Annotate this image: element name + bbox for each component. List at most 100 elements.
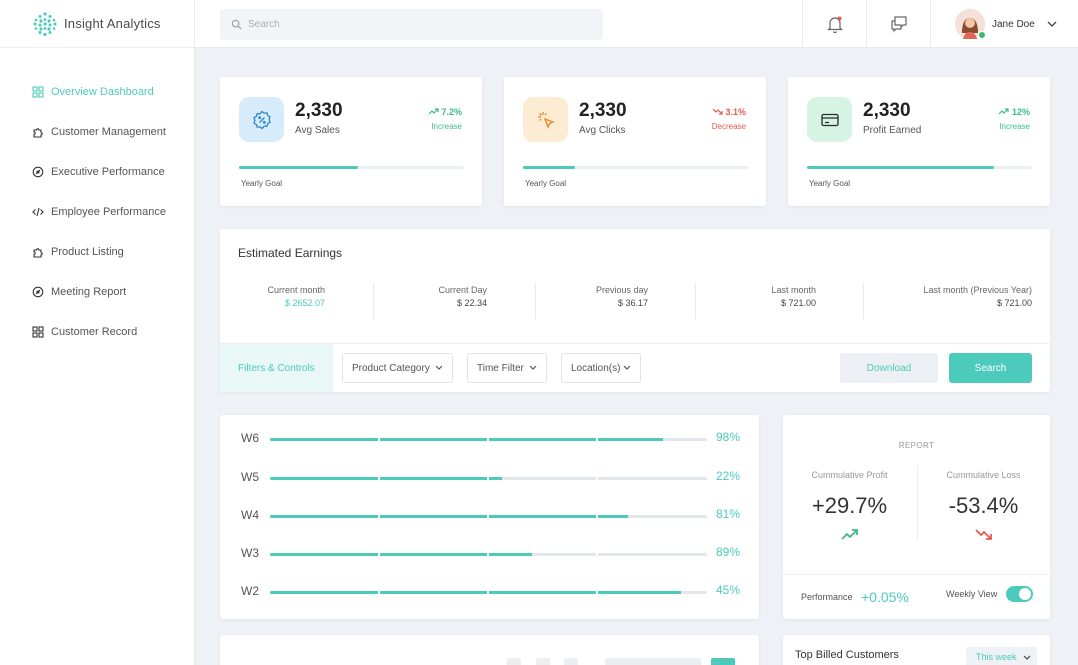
toolbar-icon[interactable] xyxy=(564,658,578,665)
top-billed-customers-card: Top Billed Customers This week xyxy=(783,635,1050,665)
search-box[interactable] xyxy=(220,9,603,40)
messages-button[interactable] xyxy=(866,0,930,48)
brand-name: Insight Analytics xyxy=(64,16,161,31)
week-label: W5 xyxy=(241,470,259,484)
week-row: W6 98% xyxy=(220,429,759,449)
stat-value: 2,330 xyxy=(295,100,343,121)
time-filter-dropdown[interactable]: Time Filter xyxy=(467,353,547,383)
earnings-value: $ 721.00 xyxy=(780,298,816,308)
stat-change-label: Increase xyxy=(431,122,462,131)
sidebar-nav: Overview Dashboard Customer Management E… xyxy=(0,48,194,352)
sidebar-item-customer-record[interactable]: Customer Record xyxy=(0,312,194,352)
track-divider xyxy=(596,591,598,594)
week-progress-fill xyxy=(270,591,681,594)
toolbar-icon[interactable] xyxy=(507,658,521,665)
sidebar-item-overview-dashboard[interactable]: Overview Dashboard xyxy=(0,72,194,112)
week-progress-track xyxy=(270,477,707,480)
sidebar-item-executive-performance[interactable]: Executive Performance xyxy=(0,152,194,192)
track-divider xyxy=(487,438,489,441)
sidebar-item-customer-management[interactable]: Customer Management xyxy=(0,112,194,152)
search-button[interactable]: Search xyxy=(949,353,1032,383)
stat-card-avg-sales: 2,330 Avg Sales 7.2% Increase Yearly Goa… xyxy=(220,77,482,206)
divider xyxy=(535,283,536,319)
week-progress-fill xyxy=(270,515,629,518)
top-header: Jane Doe xyxy=(195,0,1078,48)
period-dropdown[interactable]: This week xyxy=(966,647,1037,665)
bottom-left-card xyxy=(220,635,759,665)
top-billed-title: Top Billed Customers xyxy=(795,649,899,661)
cumulative-profit: Cummulative Profit +29.7% xyxy=(783,470,916,545)
weekly-view-toggle[interactable] xyxy=(1006,586,1033,602)
track-divider xyxy=(378,438,380,441)
week-progress-track xyxy=(270,591,707,594)
stat-change-value: 3.1% xyxy=(725,107,746,117)
yearly-goal-progress xyxy=(523,166,748,169)
divider xyxy=(863,283,864,319)
week-label: W3 xyxy=(241,546,259,560)
user-menu[interactable]: Jane Doe xyxy=(930,0,1078,48)
sidebar-item-meeting-report[interactable]: Meeting Report xyxy=(0,272,194,312)
track-divider xyxy=(596,553,598,556)
week-progress-fill xyxy=(270,553,533,556)
download-button[interactable]: Download xyxy=(840,353,938,383)
week-label: W4 xyxy=(241,508,259,522)
sidebar-item-product-listing[interactable]: Product Listing xyxy=(0,232,194,272)
sidebar-item-label: Meeting Report xyxy=(51,286,127,298)
track-divider xyxy=(487,515,489,518)
cumulative-profit-value: +29.7% xyxy=(811,493,888,518)
toggle-knob xyxy=(1019,588,1031,600)
user-name: Jane Doe xyxy=(992,18,1035,30)
sidebar-item-employee-performance[interactable]: Employee Performance xyxy=(0,192,194,232)
stat-change-value: 7.2% xyxy=(441,107,462,117)
toolbar-icon[interactable] xyxy=(536,658,550,665)
earnings-label: Last month xyxy=(771,285,816,295)
earnings-value: $ 721.00 xyxy=(996,298,1032,308)
track-divider xyxy=(596,477,598,480)
puzzle-icon xyxy=(32,246,44,258)
gauge-icon xyxy=(32,286,44,298)
cumulative-loss: Cummulative Loss -53.4% xyxy=(917,470,1050,545)
cumulative-profit-label: Cummulative Profit xyxy=(811,470,888,480)
online-status-dot xyxy=(978,31,986,39)
search-icon xyxy=(231,19,242,30)
avatar-image xyxy=(955,9,985,39)
sidebar-item-label: Customer Management xyxy=(51,126,166,138)
yearly-goal-fill xyxy=(523,166,575,169)
product-category-dropdown[interactable]: Product Category xyxy=(342,353,453,383)
performance-value: +0.05% xyxy=(861,589,909,605)
stat-card-avg-clicks: 2,330 Avg Clicks 3.1% Decrease Yearly Go… xyxy=(504,77,766,206)
stat-card-profit-earned: 2,330 Profit Earned 12% Increase Yearly … xyxy=(788,77,1050,206)
chevron-down-icon xyxy=(435,365,443,370)
divider xyxy=(373,283,374,319)
filters-bar: Filters & Controls Product Category Time… xyxy=(220,343,1050,392)
earnings-label: Current Day xyxy=(438,285,487,295)
stat-change: 12% xyxy=(998,107,1030,117)
weekly-view-label: Weekly View xyxy=(946,589,998,599)
track-divider xyxy=(487,553,489,556)
search-input[interactable] xyxy=(248,19,578,30)
week-row: W5 22% xyxy=(220,468,759,488)
dropdown-label: Location(s) xyxy=(571,362,621,374)
locations-dropdown[interactable]: Location(s) xyxy=(561,353,641,383)
earnings-value: $ 36.17 xyxy=(617,298,648,308)
add-button[interactable] xyxy=(711,658,735,665)
week-progress-fill xyxy=(270,438,664,441)
yearly-goal-fill xyxy=(807,166,994,169)
toolbar-field[interactable] xyxy=(605,658,701,665)
sidebar-item-label: Product Listing xyxy=(51,246,124,258)
track-divider xyxy=(596,438,598,441)
period-label: This week xyxy=(976,652,1017,662)
chevron-down-icon xyxy=(1023,655,1030,660)
sidebar: Insight Analytics Overview Dashboard Cus… xyxy=(0,0,195,665)
earnings-value: $ 2652.07 xyxy=(284,298,325,308)
week-row: W3 89% xyxy=(220,544,759,564)
stat-value: 2,330 xyxy=(863,100,911,121)
code-icon xyxy=(32,206,44,218)
stat-change: 3.1% xyxy=(712,107,746,117)
stat-value: 2,330 xyxy=(579,100,627,121)
notifications-button[interactable] xyxy=(802,0,866,48)
filters-label: Filters & Controls xyxy=(220,344,333,392)
brand[interactable]: Insight Analytics xyxy=(0,0,194,48)
track-divider xyxy=(487,477,489,480)
track-divider xyxy=(378,515,380,518)
